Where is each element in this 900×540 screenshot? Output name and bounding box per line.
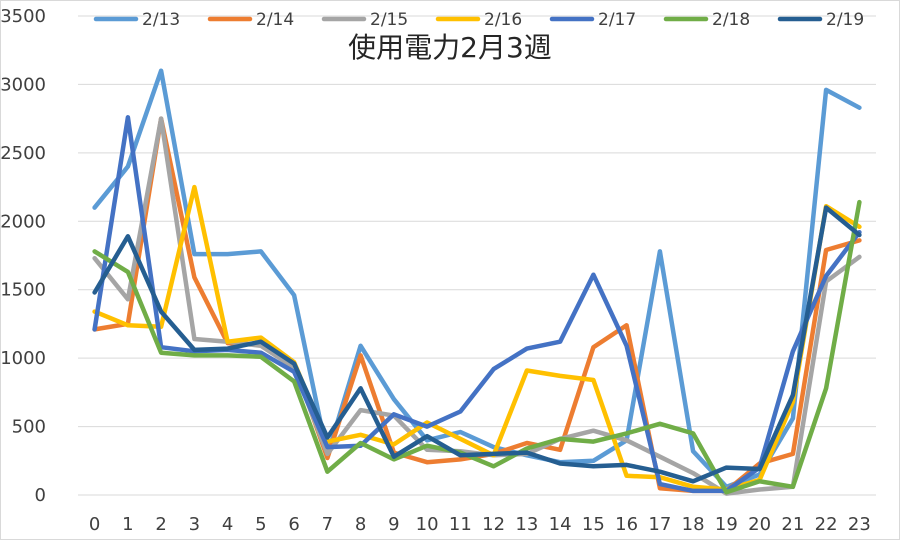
x-axis-tick-labels: 0 1 2 3 4 5 6 7 8 9 10 11 12 13 14 15 16 17 18 19 20 21 22 23 (89, 514, 871, 535)
y-tick-label: 0 (35, 485, 46, 506)
y-tick-label: 1500 (0, 280, 46, 301)
legend-label: 2/19 (826, 10, 864, 30)
legend-label: 2/15 (370, 10, 408, 30)
x-tick-label: 15 (582, 514, 605, 535)
legend-label: 2/18 (712, 10, 750, 30)
legend-label: 2/16 (484, 10, 522, 30)
x-tick-label: 17 (648, 514, 671, 535)
gridlines (78, 15, 876, 496)
x-tick-label: 3 (189, 514, 200, 535)
x-tick-label: 8 (355, 514, 366, 535)
x-tick-label: 18 (682, 514, 705, 535)
x-tick-label: 5 (255, 514, 266, 535)
legend-label: 2/17 (598, 10, 636, 30)
x-tick-label: 9 (388, 514, 399, 535)
chart-title: 使用電力2月3週 (348, 31, 552, 64)
x-tick-label: 4 (222, 514, 233, 535)
x-tick-label: 20 (748, 514, 771, 535)
x-tick-label: 16 (615, 514, 638, 535)
x-tick-label: 19 (715, 514, 738, 535)
x-tick-label: 7 (322, 514, 333, 535)
x-tick-label: 1 (122, 514, 133, 535)
x-tick-label: 11 (449, 514, 472, 535)
series-line-2-19 (92, 205, 862, 484)
legend-label: 2/13 (142, 10, 180, 30)
y-tick-label: 500 (12, 417, 46, 438)
x-tick-label: 14 (549, 514, 572, 535)
x-tick-label: 2 (155, 514, 166, 535)
y-axis-tick-labels: 0 500 1000 1500 2000 2500 3000 3500 (0, 6, 46, 506)
y-tick-label: 2500 (0, 143, 46, 164)
x-tick-label: 12 (482, 514, 505, 535)
x-tick-label: 10 (416, 514, 439, 535)
legend-label: 2/14 (256, 10, 294, 30)
series-lines (92, 68, 862, 496)
y-tick-label: 3500 (0, 6, 46, 27)
x-tick-label: 13 (515, 514, 538, 535)
x-tick-label: 0 (89, 514, 100, 535)
x-tick-label: 22 (815, 514, 838, 535)
y-tick-label: 1000 (0, 348, 46, 369)
x-tick-label: 6 (288, 514, 299, 535)
x-tick-label: 23 (848, 514, 871, 535)
x-tick-label: 21 (781, 514, 804, 535)
y-tick-label: 3000 (0, 74, 46, 95)
y-tick-label: 2000 (0, 211, 46, 232)
series-line-2-18 (92, 199, 862, 495)
legend: 2/13 2/14 2/15 2/16 2/17 2/18 2/19 (93, 10, 864, 30)
